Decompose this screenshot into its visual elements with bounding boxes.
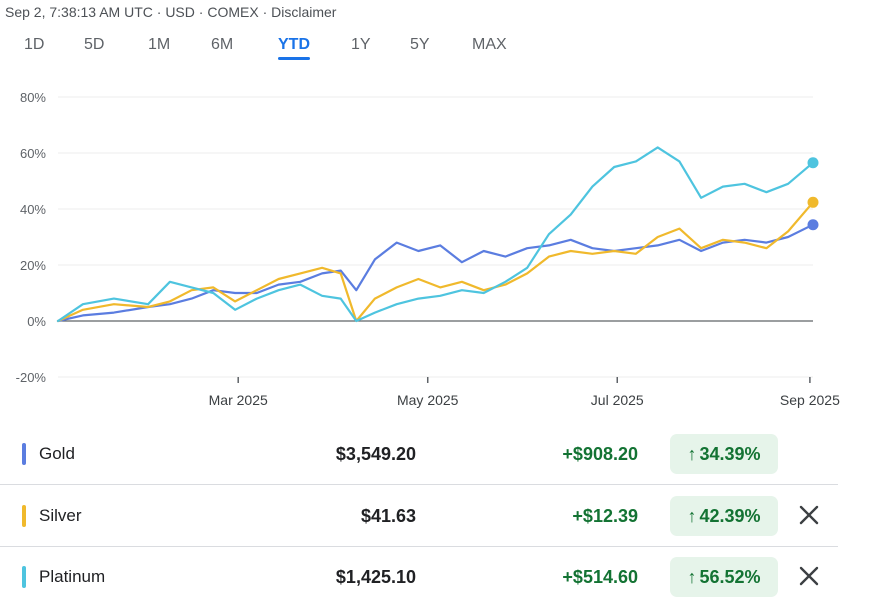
tab-6m[interactable]: 6M xyxy=(211,36,234,53)
gold-color-swatch xyxy=(22,443,26,465)
price-chart[interactable]: -20% 0% 20% 40% 60% 80% Mar 2025 May 2025 Jul 2… xyxy=(0,80,869,420)
y-axis-ticks: -20% 0% 20% 40% 60% 80% xyxy=(16,90,47,385)
arrow-up-icon: ↑ xyxy=(687,566,697,587)
y-tick-label: 40% xyxy=(20,202,46,217)
x-tick-label: May 2025 xyxy=(397,392,459,408)
x-tick-label: Sep 2025 xyxy=(780,392,840,408)
y-tick-label: 0% xyxy=(27,314,46,329)
legend-price: $1,425.10 xyxy=(335,567,416,587)
series-end-marker-platinum xyxy=(807,157,819,169)
legend-change: +$514.60 xyxy=(562,567,638,587)
legend-percent-badge: ↑ 42.39% xyxy=(670,496,778,536)
exchange: COMEX xyxy=(207,4,259,20)
legend-name: Gold xyxy=(39,444,75,463)
series-line-gold xyxy=(56,223,815,323)
y-tick-label: -20% xyxy=(16,370,47,385)
legend-row-platinum[interactable]: Platinum $1,425.10 +$514.60 ↑ 56.52% xyxy=(0,547,838,607)
y-tick-label: 20% xyxy=(20,258,46,273)
tab-1d[interactable]: 1D xyxy=(24,36,45,53)
tab-5y[interactable]: 5Y xyxy=(410,36,430,53)
legend-change: +$908.20 xyxy=(562,444,638,464)
tab-ytd[interactable]: YTD xyxy=(278,36,310,60)
legend-row-gold[interactable]: Gold $3,549.20 +$908.20 ↑ 34.39% xyxy=(0,424,838,485)
legend-name: Platinum xyxy=(39,567,106,586)
series-line-platinum xyxy=(56,146,815,323)
platinum-color-swatch xyxy=(22,566,26,588)
series-line-silver xyxy=(56,201,815,323)
tab-max[interactable]: MAX xyxy=(472,36,507,53)
currency: USD xyxy=(165,4,195,20)
legend-name: Silver xyxy=(39,506,82,525)
arrow-up-icon: ↑ xyxy=(687,505,697,526)
arrow-up-icon: ↑ xyxy=(687,443,697,464)
chart-grid xyxy=(58,96,813,378)
tab-5d[interactable]: 5D xyxy=(84,36,105,53)
legend-price: $3,549.20 xyxy=(335,444,416,464)
close-icon[interactable] xyxy=(796,563,822,589)
series-end-marker-silver xyxy=(807,196,819,208)
close-icon[interactable] xyxy=(796,502,822,528)
chart-series xyxy=(56,146,815,323)
y-tick-label: 60% xyxy=(20,146,46,161)
tab-1m[interactable]: 1M xyxy=(148,36,171,53)
x-tick-label: Jul 2025 xyxy=(591,392,644,408)
x-axis-ticks: Mar 2025 May 2025 Jul 2025 Sep 2025 xyxy=(209,377,840,408)
timestamp: Sep 2, 7:38:13 AM UTC xyxy=(5,4,153,20)
series-end-marker-gold xyxy=(807,219,819,231)
legend-percent-badge: ↑ 56.52% xyxy=(670,557,778,597)
legend-change: +$12.39 xyxy=(572,506,638,526)
x-tick-label: Mar 2025 xyxy=(209,392,268,408)
quote-meta: Sep 2, 7:38:13 AM UTC · USD · COMEX · Di… xyxy=(5,4,337,20)
legend-row-silver[interactable]: Silver $41.63 +$12.39 ↑ 42.39% xyxy=(0,486,838,547)
tab-1y[interactable]: 1Y xyxy=(351,36,371,53)
disclaimer-link[interactable]: Disclaimer xyxy=(271,4,337,20)
y-tick-label: 80% xyxy=(20,90,46,105)
legend-price: $41.63 xyxy=(360,506,416,526)
chart-end-markers xyxy=(807,157,819,231)
silver-color-swatch xyxy=(22,505,26,527)
legend-percent-badge: ↑ 34.39% xyxy=(670,434,778,474)
